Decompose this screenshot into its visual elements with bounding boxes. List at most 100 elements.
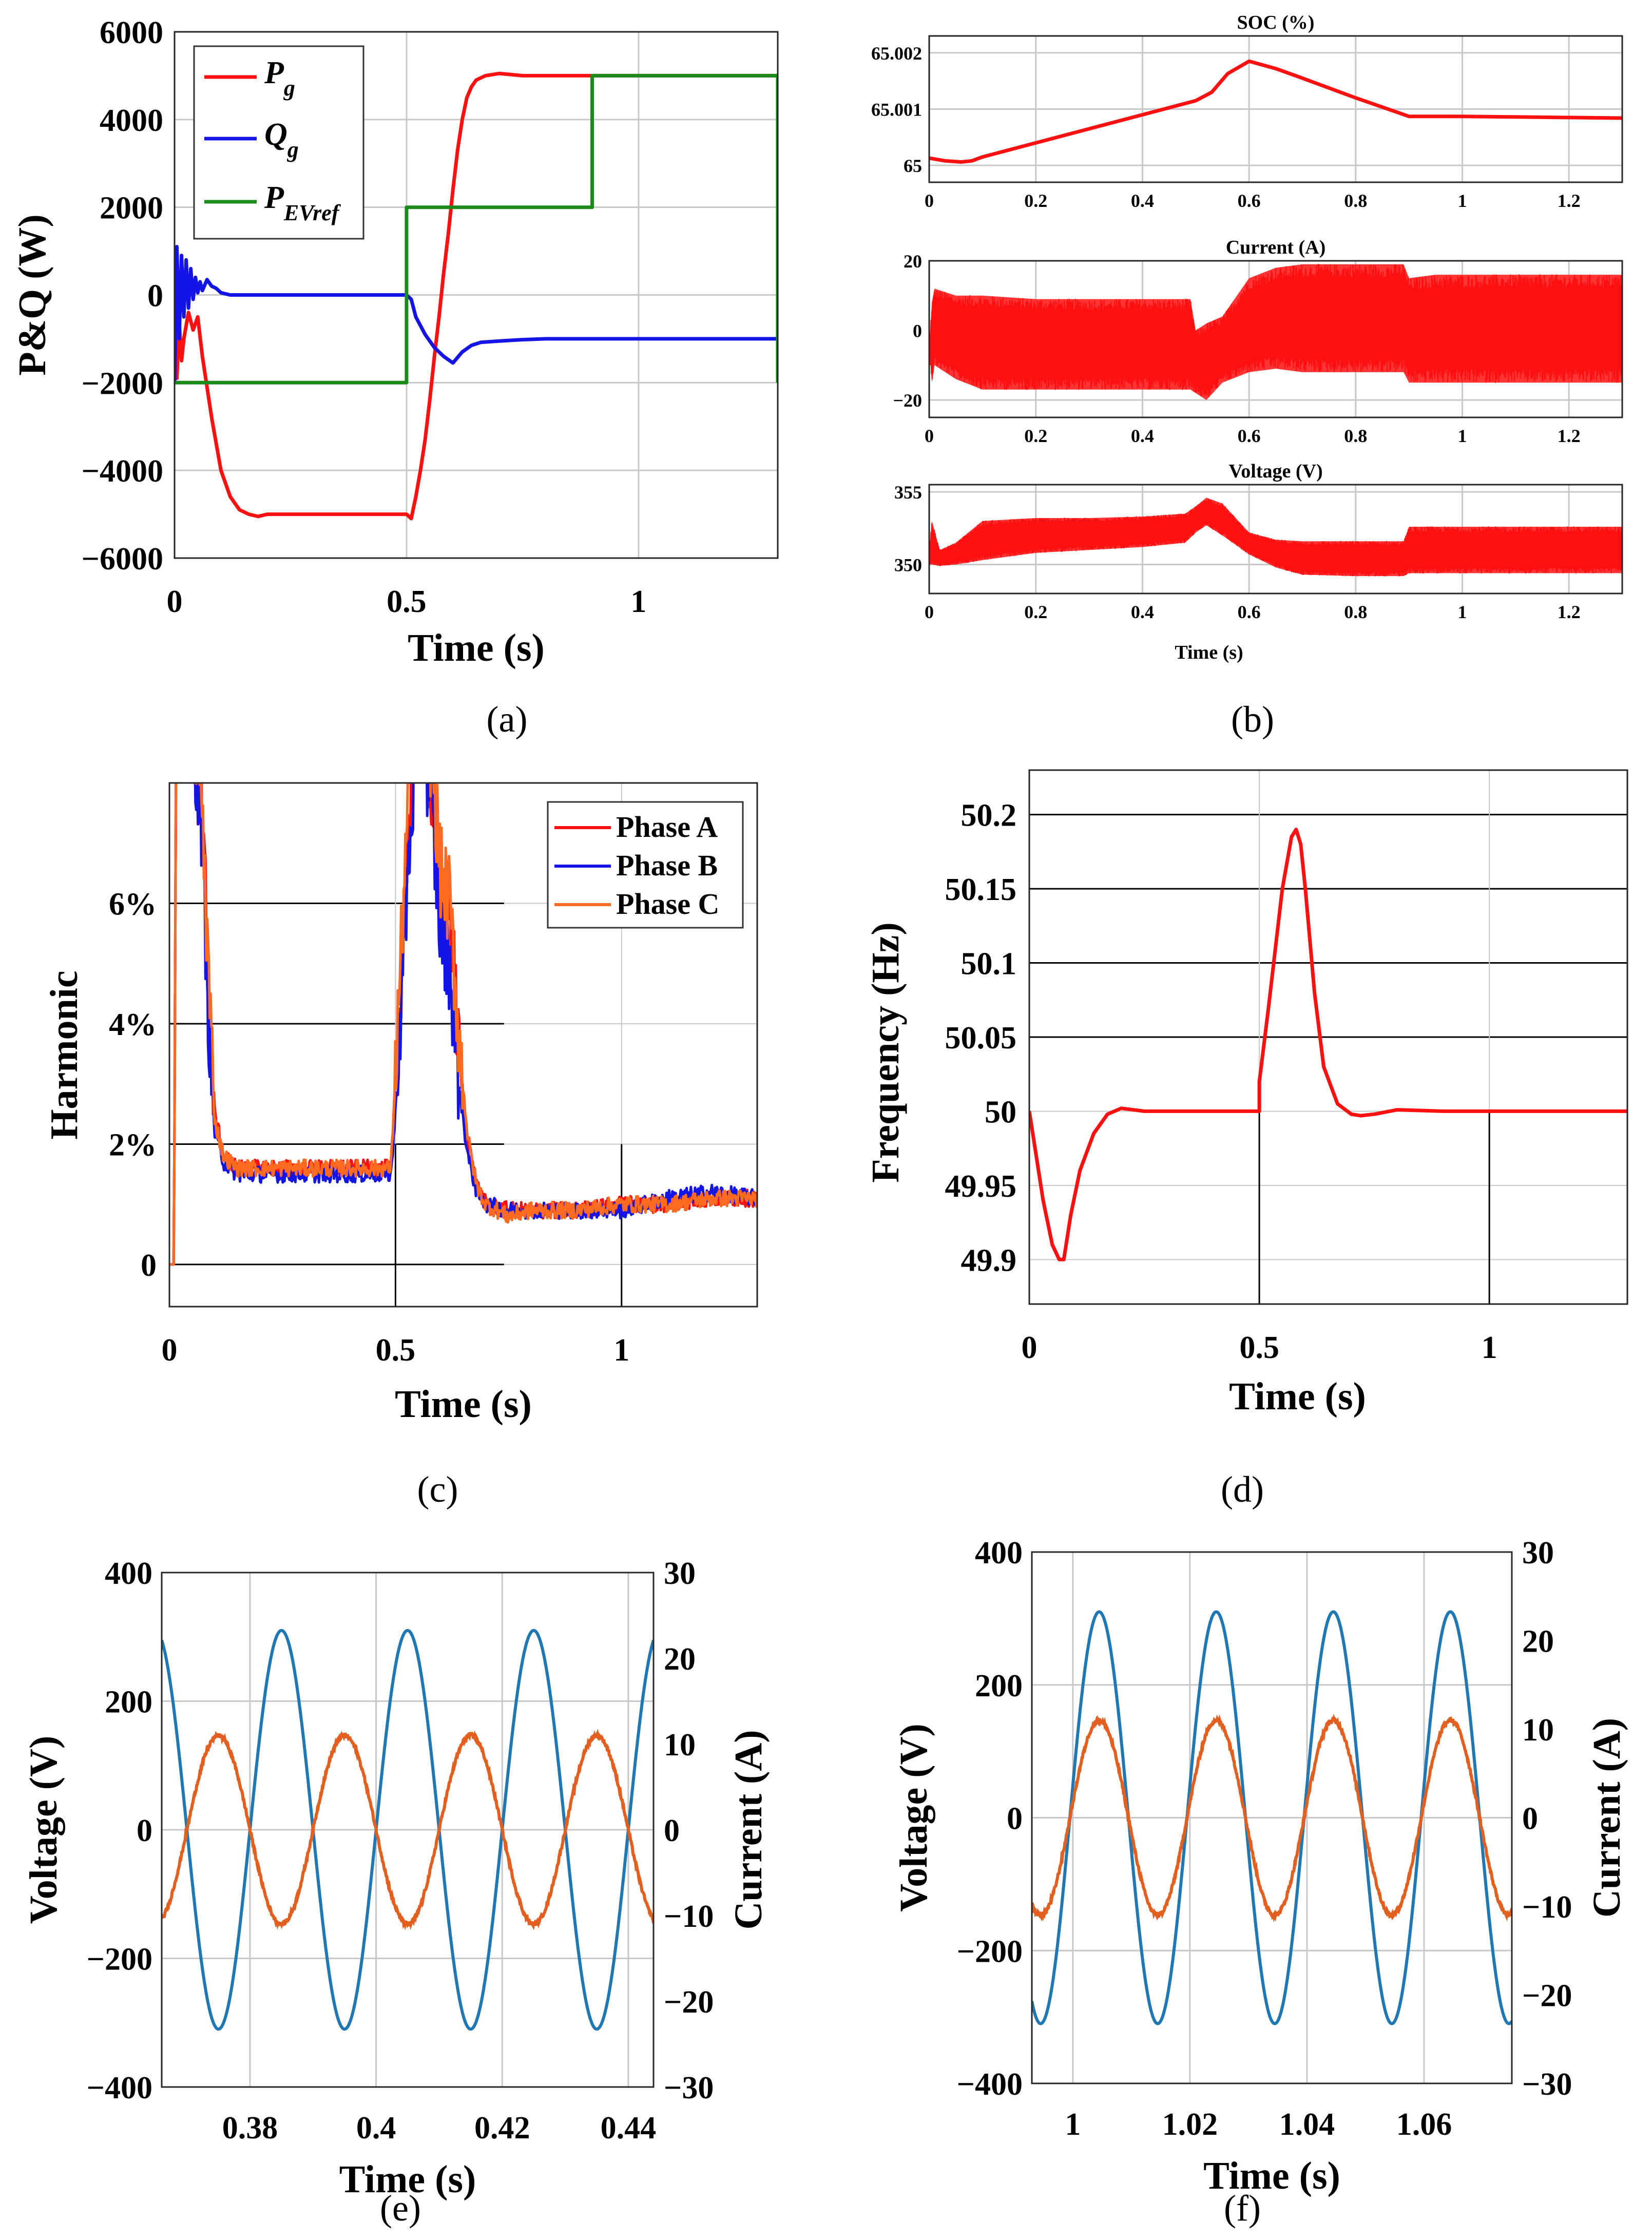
c-phase-b-line [169, 783, 757, 1266]
c-plot-frame [168, 782, 758, 1308]
b3-xtick-label: 1 [1457, 602, 1467, 622]
c-xtick-label: 1 [613, 1333, 629, 1368]
f-y2tick-label: −30 [1522, 2067, 1572, 2102]
c-ticks: 0 0.5 1 0 2% 4% 6% [109, 887, 629, 1368]
c-phase-a-line [169, 783, 757, 1266]
d-ytick-label: 50.1 [961, 947, 1017, 982]
f-ytick-label: −400 [957, 2067, 1023, 2102]
f-ytick-label: 400 [975, 1536, 1023, 1571]
b1-ticks: 0 0.2 0.4 0.6 0.8 1 1.2 65 65.001 65.002 [871, 43, 1581, 211]
f-y2tick-label: 30 [1522, 1536, 1554, 1571]
c-xtick-label: 0.5 [376, 1333, 416, 1368]
b1-subplot-title: SOC (%) [1237, 12, 1315, 33]
b3-xtick-label: 1.2 [1558, 602, 1581, 622]
b2-xtick-label: 0.2 [1024, 426, 1047, 446]
f-y-axis-label: Voltage (V) [892, 1724, 935, 1912]
b3-plot-frame [928, 484, 1623, 595]
b3-signal-line [929, 498, 1622, 577]
b3-ticks: 0 0.2 0.4 0.6 0.8 1 1.2 350 355 [894, 482, 1581, 622]
b2-ytick-label: −20 [893, 390, 922, 411]
f-ytick-label: 200 [975, 1669, 1023, 1703]
e-plot-frame [161, 1572, 655, 2088]
f-xtick-label: 1.04 [1279, 2107, 1335, 2142]
e-y2tick-label: 20 [664, 1642, 696, 1677]
b1-xtick-label: 1.2 [1558, 190, 1581, 211]
a-caption: (a) [487, 699, 528, 740]
b1-ytick-label: 65.002 [871, 43, 922, 64]
f-y2tick-label: 10 [1522, 1713, 1554, 1748]
f-y2-axis-label: Current (A) [1585, 1718, 1628, 1918]
b-caption: (b) [1231, 699, 1274, 740]
c-caption: (c) [417, 1469, 458, 1510]
c-y-axis-label: Harmonic [43, 970, 86, 1139]
d-y-axis-label: Frequency (Hz) [864, 922, 907, 1182]
b2-signal-line [929, 263, 1622, 397]
f-caption: (f) [1224, 2188, 1261, 2229]
b3-ytick-label: 350 [894, 554, 922, 575]
d-x-axis-label: Time (s) [1229, 1375, 1366, 1418]
c-ytick-label: 0 [141, 1248, 157, 1283]
b1-grid [929, 36, 1622, 182]
a-xtick-label: 1 [630, 584, 646, 619]
a-series-pevref-line [175, 73, 778, 385]
b2-subplot-title: Current (A) [1226, 237, 1326, 258]
a-xtick-label: 0 [167, 584, 183, 619]
b3-xtick-label: 0.6 [1238, 602, 1261, 622]
a-legend-subscript: EVref [283, 200, 341, 225]
c-x-axis-label: Time (s) [395, 1383, 532, 1426]
a-x-axis-label: Time (s) [408, 626, 545, 669]
c-legend-entry: Phase C [616, 887, 719, 921]
a-ytick-label: 4000 [100, 103, 163, 138]
d-frequency-line [1029, 828, 1627, 1261]
d-plot-frame [1028, 769, 1628, 1305]
d-xtick-label: 0 [1022, 1330, 1038, 1365]
b1-soc-line [929, 59, 1622, 164]
f-y2tick-label: 0 [1522, 1802, 1538, 1836]
e-xtick-label: 0.42 [474, 2111, 530, 2146]
f-xtick-label: 1.02 [1162, 2107, 1218, 2142]
d-ytick-label: 50.2 [961, 798, 1017, 833]
e-y2tick-label: 10 [664, 1728, 696, 1763]
e-grid [162, 1573, 654, 2087]
a-series-pg-line [175, 71, 778, 521]
d-xtick-label: 0.5 [1239, 1330, 1279, 1365]
f-current-line [1032, 1714, 1512, 1923]
a-ytick-label: −2000 [82, 366, 163, 401]
b1-xtick-label: 0.4 [1131, 190, 1154, 211]
b2-xtick-label: 0.6 [1238, 426, 1261, 446]
a-y-axis-label: P&Q (W) [11, 214, 54, 375]
e-ytick-label: 400 [105, 1556, 152, 1591]
b1-ytick-label: 65.001 [871, 100, 922, 120]
b3-xtick-label: 0.8 [1344, 602, 1367, 622]
c-ytick-label: 2% [109, 1127, 157, 1162]
f-ticks: 1 1.02 1.04 1.06 −400 −200 0 200 400 −30 −20 −10 0 10… [957, 1536, 1572, 2142]
b1-xtick-label: 0.2 [1024, 190, 1047, 211]
d-ytick-label: 50 [985, 1095, 1016, 1129]
b3-xtick-label: 0 [925, 602, 934, 622]
e-y2tick-label: 0 [664, 1813, 680, 1848]
f-xtick-label: 1.06 [1396, 2107, 1452, 2142]
d-xtick-label: 1 [1482, 1330, 1497, 1365]
c-phase-c-line [169, 783, 757, 1266]
e-ytick-label: 200 [105, 1685, 152, 1720]
e-x-axis-label: Time (s) [339, 2158, 476, 2201]
b1-xtick-label: 1 [1457, 190, 1467, 211]
e-y2tick-label: −10 [664, 1899, 714, 1934]
d-caption: (d) [1221, 1469, 1264, 1510]
f-grid [1032, 1552, 1512, 2083]
d-ticks: 0 0.5 1 49.9 49.95 50 50.05 50.1 50.15 50.2 [945, 798, 1497, 1365]
b2-xtick-label: 1 [1457, 426, 1467, 446]
b1-ytick-label: 65 [904, 156, 922, 176]
b1-xtick-label: 0 [925, 190, 934, 211]
a-ytick-label: 2000 [100, 191, 163, 226]
e-y2tick-label: 30 [664, 1556, 696, 1591]
b2-xtick-label: 0 [925, 426, 934, 446]
c-legend: Phase A Phase B Phase C [547, 801, 744, 929]
b2-xtick-label: 1.2 [1558, 426, 1581, 446]
c-ytick-label: 6% [109, 887, 157, 922]
a-ytick-label: −4000 [82, 454, 163, 489]
e-xtick-label: 0.44 [601, 2111, 657, 2146]
e-voltage-line [162, 1629, 654, 2031]
a-xtick-label: 0.5 [387, 584, 427, 619]
